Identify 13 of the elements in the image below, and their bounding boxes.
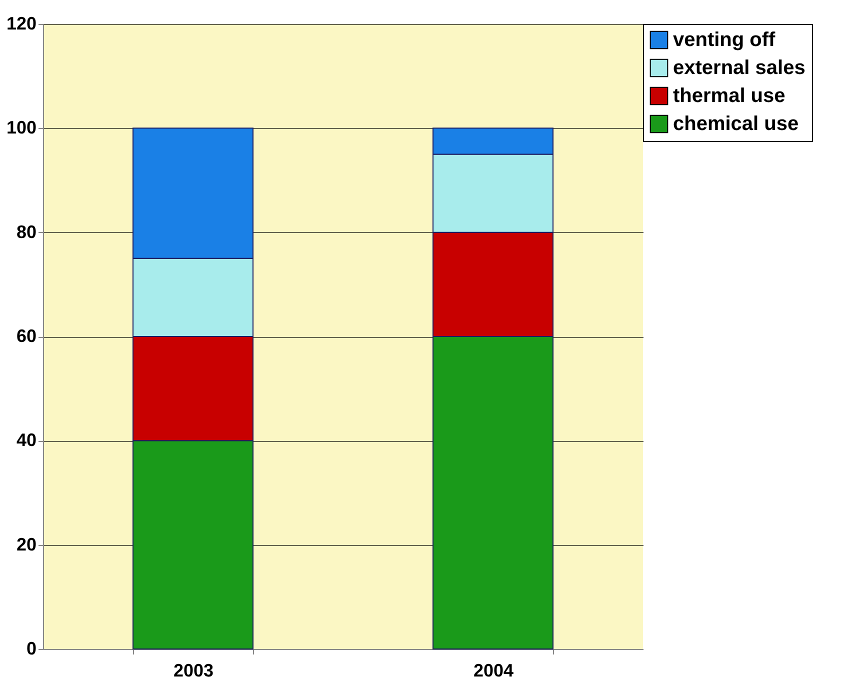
legend-label: external sales (673, 57, 806, 79)
x-tick-label: 2003 (173, 660, 214, 680)
y-tick-label: 20 (16, 534, 36, 554)
legend-label: venting off (673, 29, 776, 51)
y-tick-label: 80 (16, 222, 36, 242)
y-tick-label: 60 (16, 326, 36, 346)
y-tick-label: 0 (26, 638, 36, 658)
y-tick-label: 120 (6, 14, 36, 34)
legend-label: chemical use (673, 113, 799, 135)
y-tick-label: 40 (16, 430, 36, 450)
legend-label: thermal use (673, 85, 786, 107)
x-tick-label: 2004 (473, 660, 514, 680)
y-tick-label: 100 (6, 118, 36, 138)
